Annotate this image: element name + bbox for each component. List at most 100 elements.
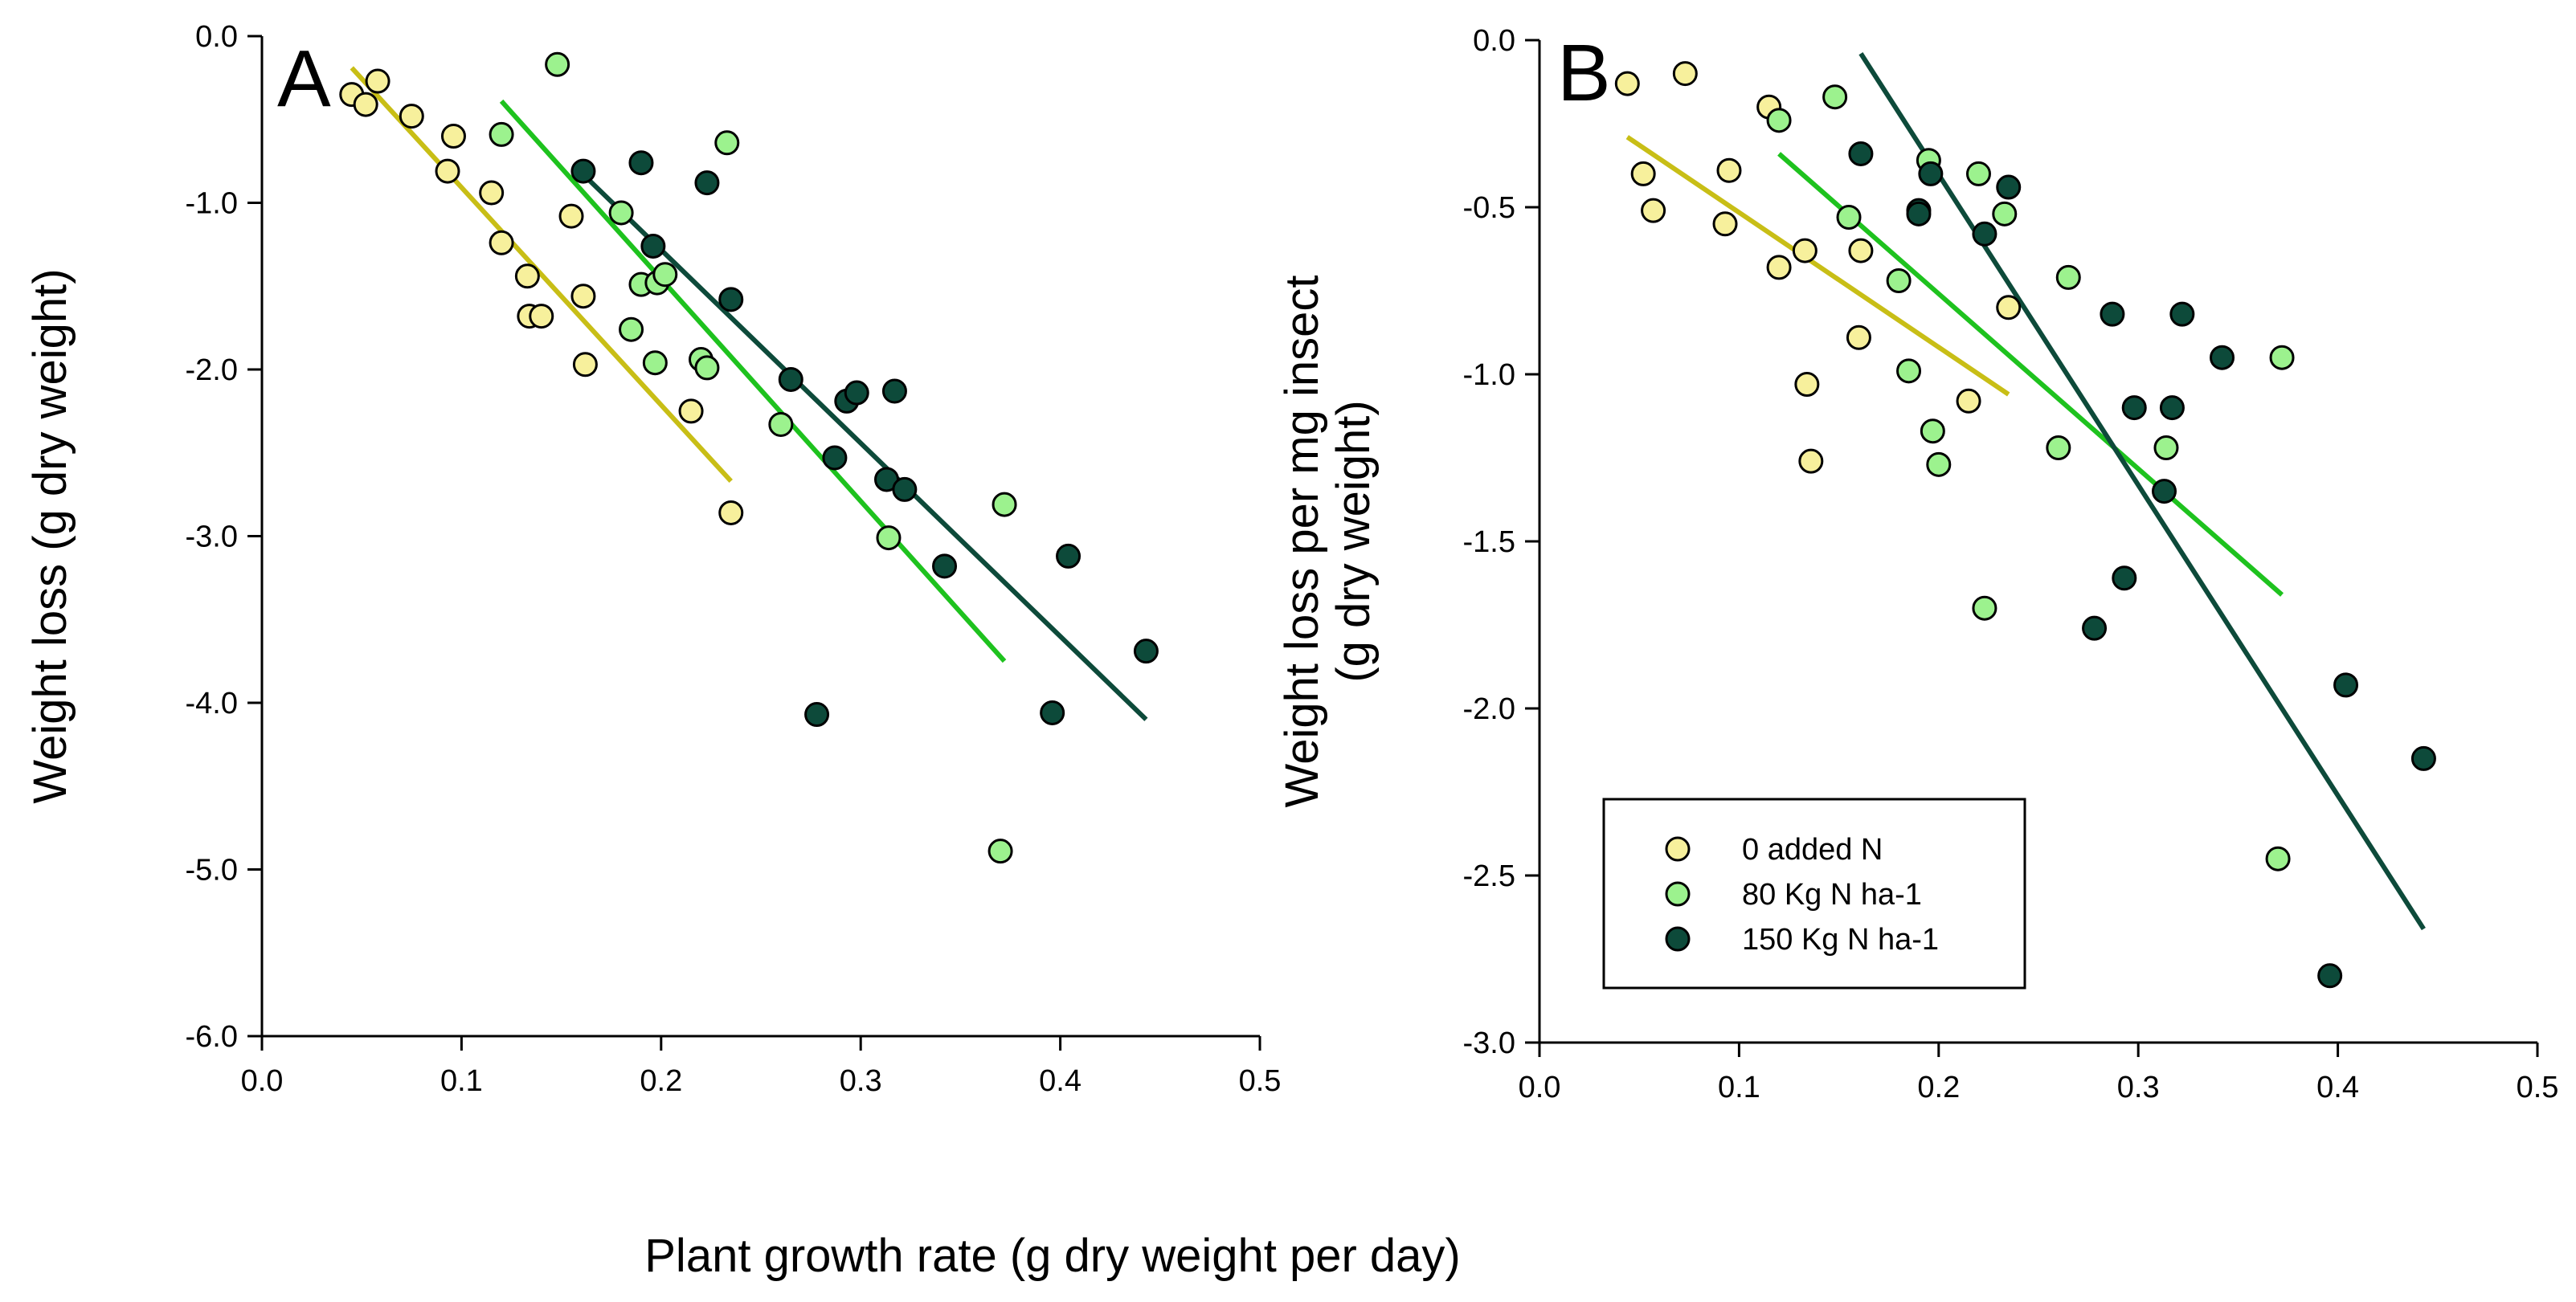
data-point bbox=[545, 51, 570, 77]
data-point bbox=[1996, 295, 2022, 320]
legend-entry-label: 150 Kg N ha-1 bbox=[1742, 923, 1939, 957]
data-point bbox=[881, 378, 907, 404]
data-point bbox=[1972, 221, 1997, 247]
x-tick-label: 0.2 bbox=[1917, 1071, 1960, 1104]
x-tick-label: 0.4 bbox=[1039, 1064, 1082, 1098]
y-tick-label: -2.0 bbox=[186, 353, 238, 387]
y-tick-label: -3.0 bbox=[186, 520, 238, 554]
x-tick-label: 0.4 bbox=[2316, 1071, 2359, 1104]
x-tick-label: 0.3 bbox=[840, 1064, 882, 1098]
panel-a-chart: 0.0 0.1 0.2 0.3 0.4 0.5 0.0 -1.0 -2.0 -3.0 -4.0 -5.… bbox=[24, 20, 1281, 1098]
y-tick-label: -1.0 bbox=[1463, 358, 1515, 392]
data-point bbox=[435, 158, 460, 184]
data-point bbox=[1794, 371, 1820, 397]
data-point bbox=[876, 525, 902, 551]
data-point bbox=[440, 124, 466, 149]
data-point bbox=[1792, 238, 1818, 263]
y-tick-label: 0.0 bbox=[1473, 24, 1515, 58]
data-point bbox=[1846, 324, 1871, 350]
data-point bbox=[1712, 211, 1738, 237]
data-point bbox=[1822, 84, 1848, 110]
data-point bbox=[1716, 157, 1742, 183]
data-point bbox=[514, 263, 540, 289]
data-point bbox=[2151, 479, 2177, 504]
data-point bbox=[2055, 264, 2081, 290]
data-point bbox=[892, 476, 918, 502]
data-point bbox=[1848, 141, 1874, 166]
data-point bbox=[2100, 301, 2125, 327]
y-tick-label: -2.0 bbox=[1463, 692, 1515, 726]
data-point bbox=[652, 262, 678, 288]
y-tick-label: -1.0 bbox=[186, 187, 238, 221]
y-tick-label: -0.5 bbox=[1463, 191, 1515, 225]
x-tick-label: 0.3 bbox=[2117, 1071, 2160, 1104]
y-tick-label: -3.0 bbox=[1463, 1026, 1515, 1060]
data-point bbox=[718, 500, 744, 525]
y-tick-label: 0.0 bbox=[195, 20, 238, 54]
data-point bbox=[2269, 345, 2295, 370]
data-point bbox=[1920, 418, 1945, 444]
regression-line-0-added-n bbox=[350, 66, 733, 484]
data-point bbox=[642, 350, 668, 376]
data-point bbox=[619, 316, 644, 342]
y-axis-label: Weight loss per mg insect bbox=[1276, 276, 1328, 808]
data-point bbox=[570, 284, 596, 309]
panel-letter: B bbox=[1557, 28, 1611, 118]
legend-entry-label: 0 added N bbox=[1742, 833, 1883, 867]
data-point bbox=[570, 158, 596, 184]
data-point bbox=[1996, 174, 2022, 200]
data-point bbox=[1926, 451, 1952, 477]
regression-line-0-added-n bbox=[1625, 135, 2010, 397]
data-point bbox=[1766, 108, 1792, 133]
data-point bbox=[2082, 615, 2108, 641]
data-point bbox=[489, 121, 514, 147]
data-point bbox=[479, 180, 505, 206]
data-point bbox=[628, 150, 654, 176]
data-point bbox=[678, 398, 704, 424]
data-point bbox=[694, 355, 720, 381]
regression-line-80-kg-n-ha-1 bbox=[499, 99, 1007, 663]
data-point bbox=[844, 380, 869, 406]
data-point bbox=[932, 553, 958, 579]
data-point bbox=[1956, 388, 1981, 414]
data-point bbox=[1992, 201, 2018, 227]
x-tick-label: 0.1 bbox=[440, 1064, 483, 1098]
data-point bbox=[804, 702, 830, 728]
data-point bbox=[1965, 161, 1991, 186]
panel-b-chart: 0.0 0.1 0.2 0.3 0.4 0.5 0.0 -0.5 -1.0 -1.5 -2.0 -2.… bbox=[1276, 24, 2558, 1104]
regression-line-80-kg-n-ha-1 bbox=[1777, 152, 2284, 597]
data-point bbox=[768, 411, 794, 437]
data-point bbox=[2121, 395, 2147, 421]
x-tick-label: 0.0 bbox=[1519, 1071, 1561, 1104]
regression-line-150-kg-n-ha-1 bbox=[1858, 52, 2426, 931]
data-point bbox=[2317, 963, 2343, 989]
data-point bbox=[1906, 201, 1932, 227]
regression-line-150-kg-n-ha-1 bbox=[581, 173, 1148, 721]
x-tick-label: 0.1 bbox=[1718, 1071, 1760, 1104]
y-tick-label: -1.5 bbox=[1463, 525, 1515, 559]
data-point bbox=[2169, 301, 2195, 327]
shared-x-axis-label: Plant growth rate (g dry weight per day) bbox=[644, 1230, 1460, 1282]
legend-marker bbox=[1665, 926, 1691, 952]
data-point bbox=[1896, 358, 1922, 384]
x-tick-label: 0.2 bbox=[640, 1064, 682, 1098]
x-tick-label: 0.5 bbox=[2517, 1071, 2559, 1104]
data-point bbox=[2112, 565, 2137, 591]
data-point bbox=[987, 839, 1013, 864]
data-point bbox=[529, 304, 554, 329]
data-point bbox=[1848, 238, 1874, 263]
legend-entry-label: 80 Kg N ha-1 bbox=[1742, 878, 1922, 912]
data-point bbox=[822, 445, 848, 471]
y-tick-label: -6.0 bbox=[186, 1020, 238, 1054]
data-point bbox=[2210, 345, 2235, 370]
data-point bbox=[2046, 435, 2071, 461]
data-point bbox=[640, 233, 666, 259]
data-point bbox=[778, 366, 803, 392]
data-point bbox=[1972, 595, 1997, 621]
y-axis-label: (g dry weight) bbox=[1327, 400, 1380, 682]
legend-marker bbox=[1665, 836, 1691, 862]
y-axis-label: Weight loss (g dry weight) bbox=[24, 268, 76, 803]
x-tick-label: 0.0 bbox=[241, 1064, 284, 1098]
data-point bbox=[1798, 448, 1824, 474]
